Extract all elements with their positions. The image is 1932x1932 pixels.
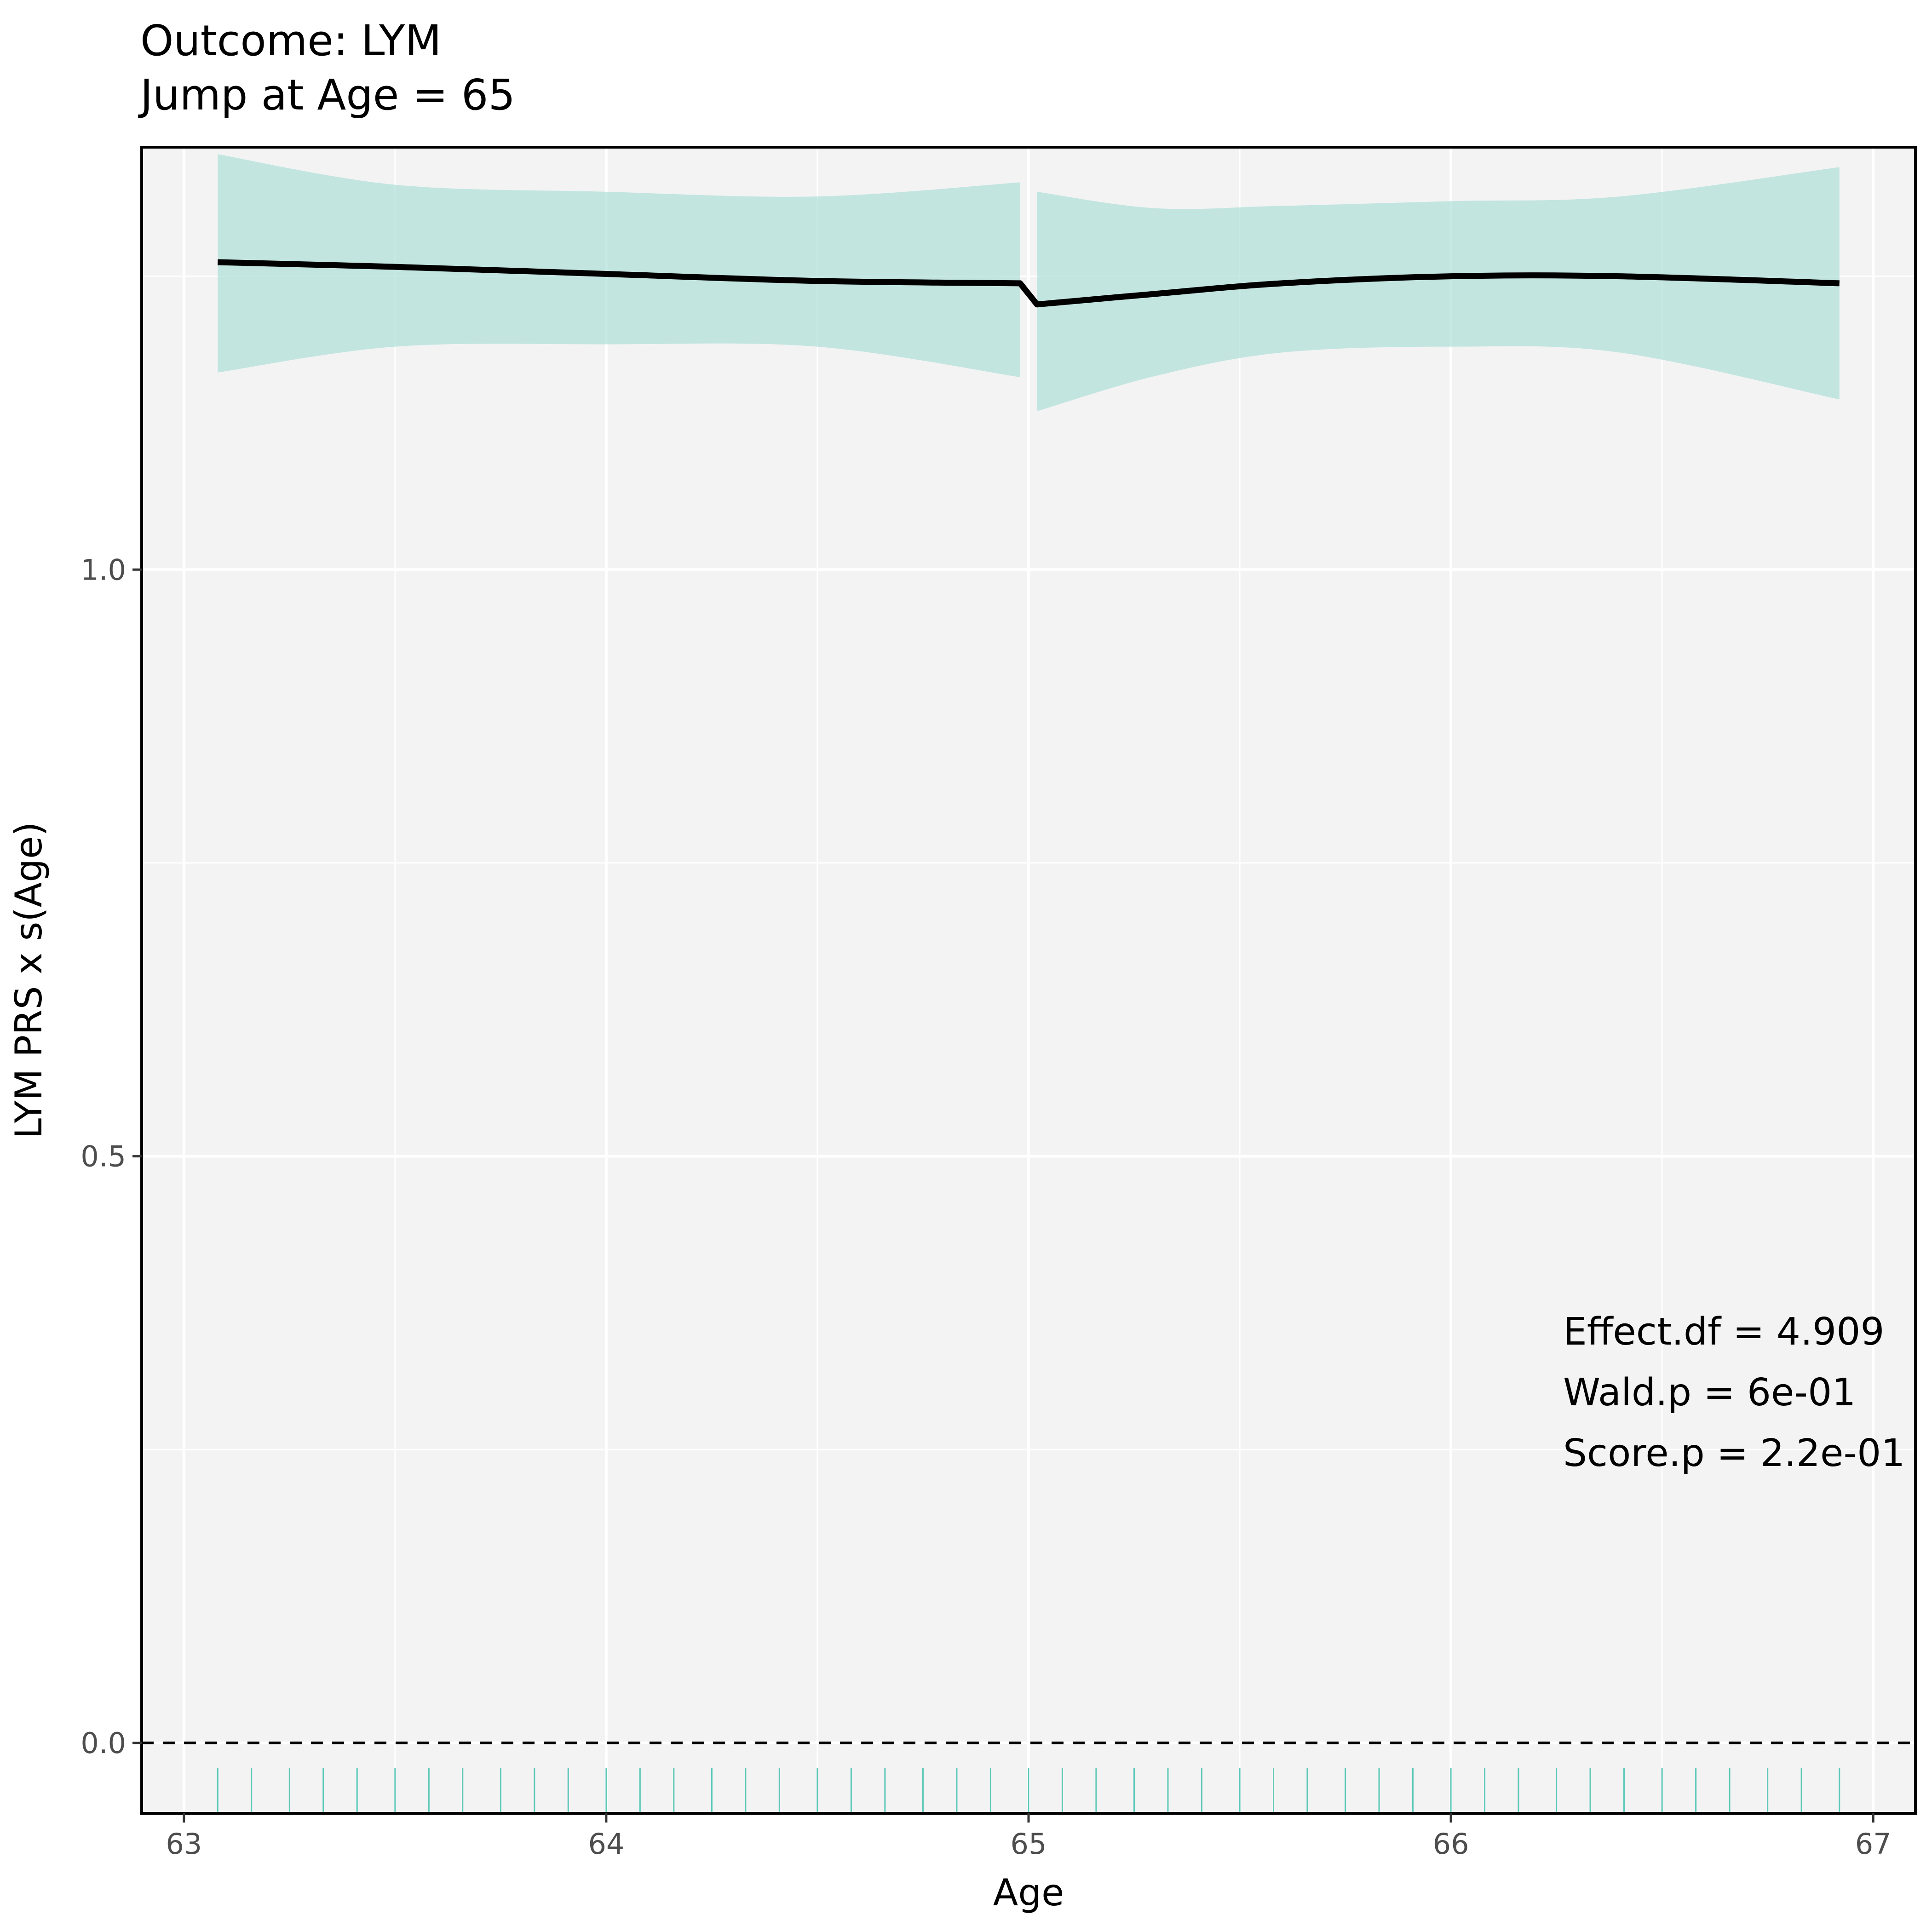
gridlines — [142, 147, 1915, 1813]
y-axis-title: LYM PRS x s(Age) — [7, 822, 50, 1139]
annotation-box: Effect.df = 4.909 Wald.p = 6e-01 Score.p… — [1563, 1310, 1905, 1475]
y-tick-label: 0.5 — [80, 1140, 126, 1173]
annotation-effect-df: Effect.df = 4.909 — [1563, 1310, 1885, 1354]
confidence-bands — [218, 154, 1840, 411]
y-axis-ticks: 0.0 0.5 1.0 — [80, 553, 142, 1760]
x-axis-ticks: 63 64 65 66 67 — [166, 1813, 1892, 1861]
x-tick-label: 66 — [1433, 1827, 1469, 1861]
y-tick-label: 1.0 — [80, 553, 126, 586]
jump-connector — [1017, 280, 1040, 308]
annotation-score-p: Score.p = 2.2e-01 — [1563, 1432, 1905, 1475]
x-tick-label: 64 — [588, 1827, 624, 1861]
x-tick-label: 63 — [166, 1827, 202, 1861]
smooth-lines — [218, 259, 1840, 308]
x-axis-title: Age — [993, 1871, 1064, 1914]
chart-title: Outcome: LYM — [140, 16, 442, 65]
x-tick-label: 65 — [1011, 1827, 1047, 1861]
x-tick-label: 67 — [1855, 1827, 1892, 1861]
confidence-band — [218, 154, 1020, 377]
chart-subtitle: Jump at Age = 65 — [138, 70, 515, 120]
smooth-line-segment — [218, 259, 1020, 287]
rug-marks — [217, 1768, 1840, 1813]
confidence-band — [1037, 167, 1840, 411]
y-tick-label: 0.0 — [80, 1726, 126, 1760]
annotation-wald-p: Wald.p = 6e-01 — [1563, 1371, 1856, 1414]
smooth-line-segment — [1036, 272, 1840, 308]
